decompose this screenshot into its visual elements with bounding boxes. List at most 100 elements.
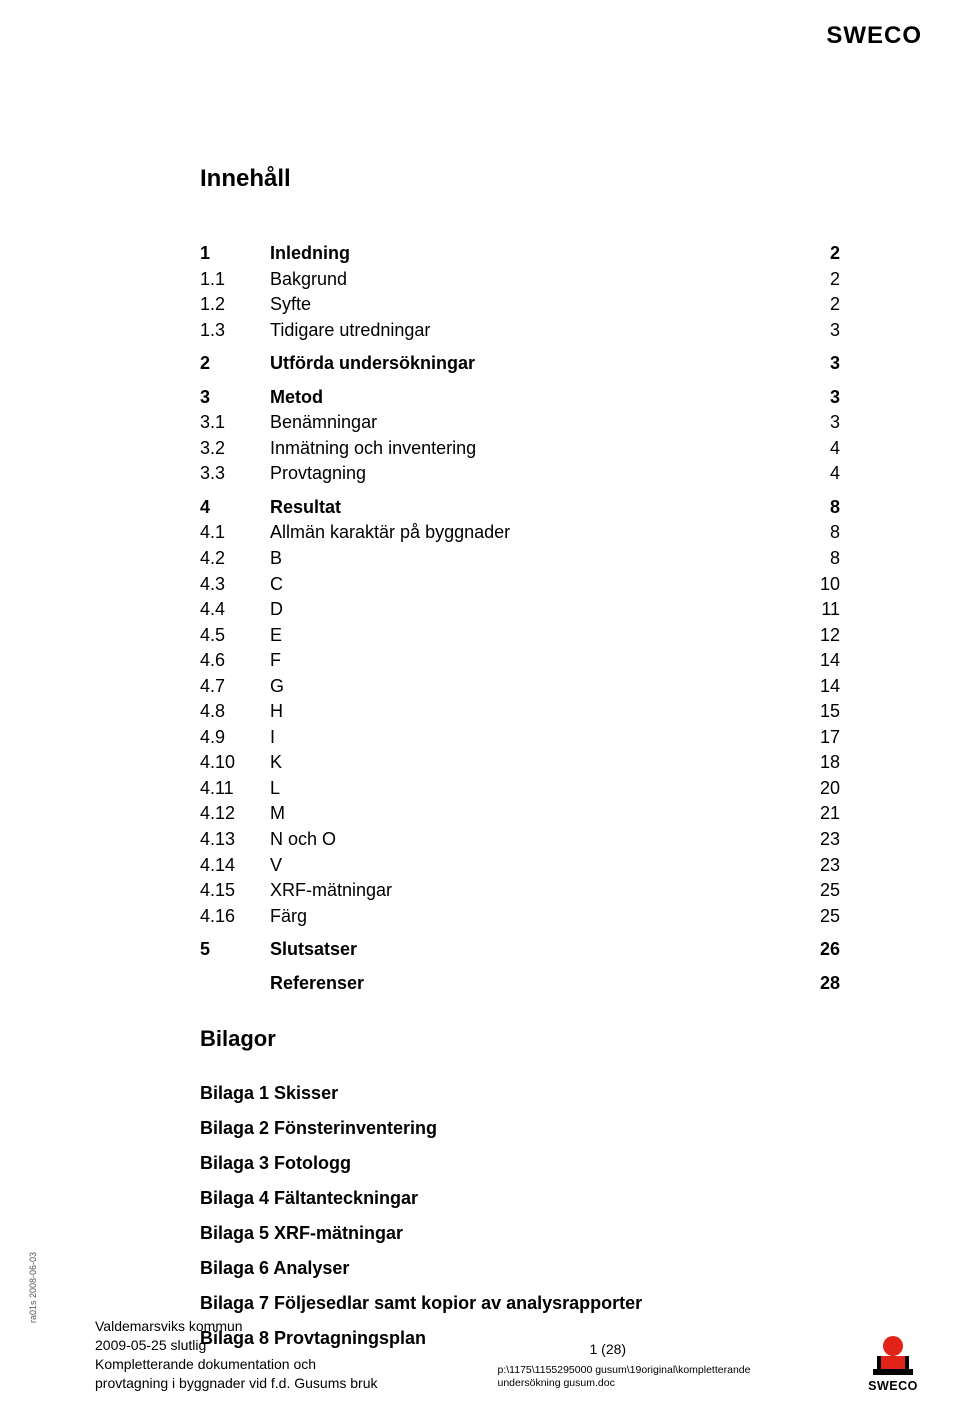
toc-label: Provtagning [270,461,366,487]
toc-number: 3.1 [200,410,270,436]
toc-row: 4.2B8 [200,546,840,572]
bilagor-heading: Bilagor [200,1026,840,1052]
toc-page: 3 [800,351,840,377]
toc-label: Allmän karaktär på byggnader [270,520,510,546]
toc-number: 3.3 [200,461,270,487]
page-title: Innehåll [200,165,840,193]
toc-row: 4.10K 18 [200,750,840,776]
toc-page: 8 [800,495,840,521]
toc-label: Metod [270,385,323,411]
toc-label: Referenser [270,971,364,997]
toc-row: 5Slutsatser26 [200,937,840,963]
toc-number [200,971,270,997]
toc-page: 10 [800,572,840,598]
toc-page: 20 [800,776,840,802]
toc-page: 26 [800,937,840,963]
toc-label: D [270,597,283,623]
toc-page: 18 [800,750,840,776]
toc-number: 1 [200,241,270,267]
footer-line: 2009-05-25 slutlig [95,1336,378,1355]
toc-number: 3.2 [200,436,270,462]
header-logo: SWECO [826,22,922,50]
toc-label: Inledning [270,241,350,267]
toc-label: L [270,776,280,802]
toc-page: 23 [800,827,840,853]
sweco-symbol-icon [871,1335,915,1377]
toc-number: 3 [200,385,270,411]
toc-page: 28 [800,971,840,997]
toc-number: 4.10 [200,750,270,776]
toc-page: 4 [800,436,840,462]
bilaga-item: Bilaga 4 Fältanteckningar [200,1181,840,1216]
toc-row: 4.8H15 [200,699,840,725]
toc-number: 4.7 [200,674,270,700]
toc-row: 1Inledning2 [200,241,840,267]
toc-page: 25 [800,878,840,904]
toc-number: 4.9 [200,725,270,751]
toc-label: Utförda undersökningar [270,351,475,377]
toc-page: 11 [800,597,840,623]
footer-path-line: undersökning gusum.doc [498,1377,865,1391]
toc-label: Tidigare utredningar [270,318,430,344]
toc-row: 1.3Tidigare utredningar 3 [200,318,840,344]
bilaga-item: Bilaga 5 XRF-mätningar [200,1216,840,1251]
footer-path-line: p:\1175\1155295000 gusum\19original\komp… [498,1364,865,1378]
toc-page: 25 [800,904,840,930]
toc-label: Inmätning och inventering [270,436,476,462]
footer-line: Kompletterande dokumentation och [95,1355,378,1374]
toc-label: M [270,801,285,827]
bilaga-item: Bilaga 2 Fönsterinventering [200,1111,840,1146]
bilaga-item: Bilaga 7 Följesedlar samt kopior av anal… [200,1286,840,1321]
toc-number: 4.8 [200,699,270,725]
toc-label: E [270,623,282,649]
page-indicator: 1 (28) [498,1340,865,1358]
toc-number: 4.1 [200,520,270,546]
toc-label: Syfte [270,292,311,318]
toc-page: 23 [800,853,840,879]
toc-number: 4.4 [200,597,270,623]
toc-number: 4.2 [200,546,270,572]
toc-row: 4.9I17 [200,725,840,751]
toc-page: 2 [800,267,840,293]
bilaga-item: Bilaga 1 Skisser [200,1076,840,1111]
toc-row: 2Utförda undersökningar3 [200,351,840,377]
toc-page: 3 [800,318,840,344]
toc-row: 1.2Syfte2 [200,292,840,318]
toc-label: Bakgrund [270,267,347,293]
toc-row: 4.6F14 [200,648,840,674]
toc-row: 3.3Provtagning 4 [200,461,840,487]
toc-label: V [270,853,282,879]
toc-number: 1.1 [200,267,270,293]
toc-page: 4 [800,461,840,487]
content-area: Innehåll 1Inledning21.1Bakgrund21.2Syfte… [200,165,840,1356]
toc-page: 3 [800,385,840,411]
toc-row: 4.7G14 [200,674,840,700]
side-revision-label: ra01s 2008-06-03 [28,1252,38,1323]
toc-row: 4.13N och O23 [200,827,840,853]
toc-number: 4 [200,495,270,521]
toc-page: 3 [800,410,840,436]
footer: Valdemarsviks kommun 2009-05-25 slutlig … [95,1317,922,1393]
toc-label: Slutsatser [270,937,357,963]
footer-logo: SWECO [864,1335,922,1393]
toc-page: 21 [800,801,840,827]
footer-mid: 1 (28) p:\1175\1155295000 gusum\19origin… [378,1340,865,1391]
footer-line: provtagning i byggnader vid f.d. Gusums … [95,1374,378,1393]
toc-label: K [270,750,282,776]
bilagor-list: Bilaga 1 SkisserBilaga 2 Fönsterinventer… [200,1076,840,1355]
footer-left: Valdemarsviks kommun 2009-05-25 slutlig … [95,1317,378,1393]
toc-number: 1.3 [200,318,270,344]
footer-brand-text: SWECO [868,1379,918,1393]
toc-row: Referenser 28 [200,971,840,997]
toc-number: 4.14 [200,853,270,879]
footer-line: Valdemarsviks kommun [95,1317,378,1336]
toc-number: 4.13 [200,827,270,853]
toc-number: 4.11 [200,776,270,802]
toc-row: 3.1Benämningar3 [200,410,840,436]
toc-page: 14 [800,648,840,674]
toc-page: 2 [800,292,840,318]
toc-row: 4.14V 23 [200,853,840,879]
toc-row: 4.5E12 [200,623,840,649]
toc-row: 4.4D 11 [200,597,840,623]
toc-label: Färg [270,904,307,930]
